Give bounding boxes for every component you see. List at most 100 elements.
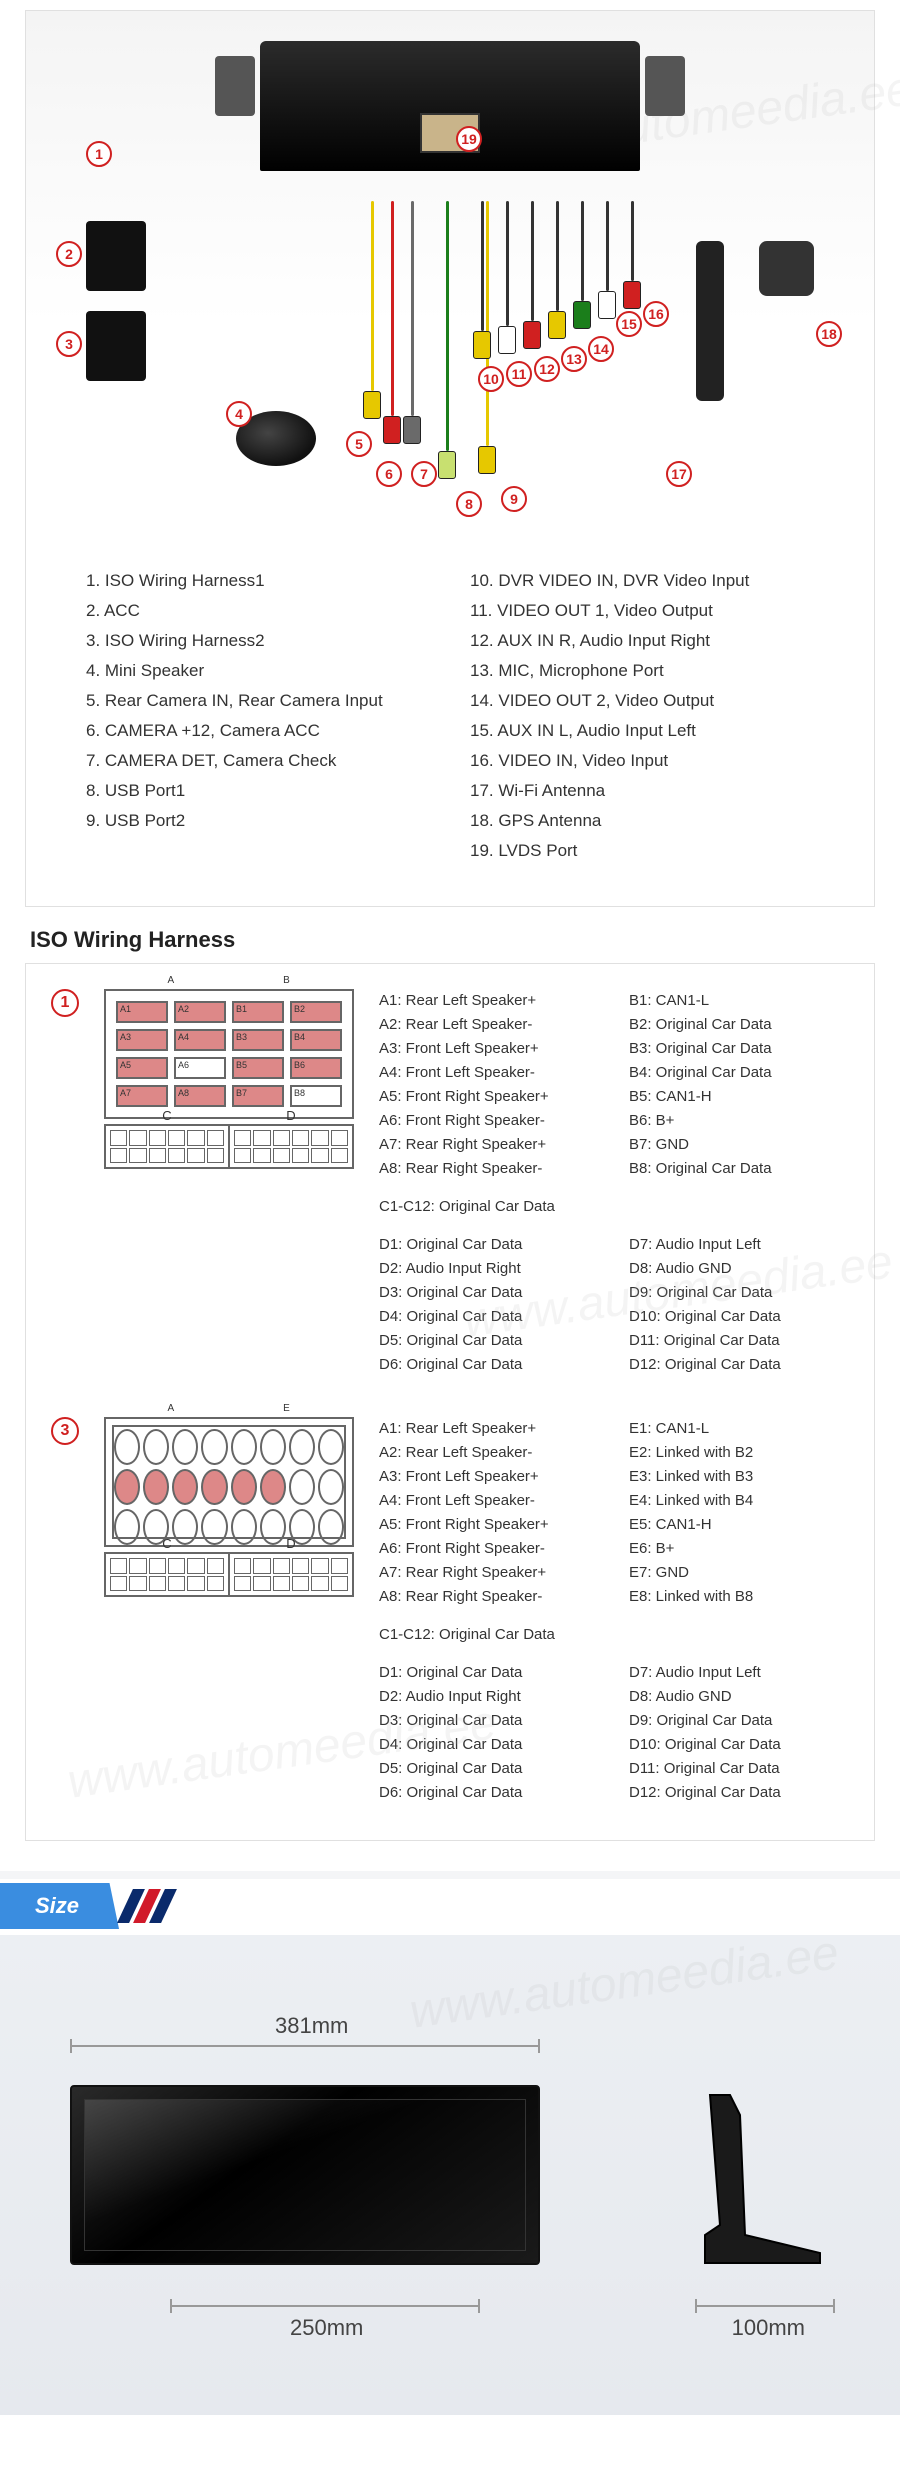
connector-bottom-icon: CD xyxy=(104,1124,354,1169)
wire-icon xyxy=(506,201,509,326)
pinout-badge: 1 xyxy=(51,989,79,1017)
pin-entry: D6: Original Car Data xyxy=(379,1781,599,1805)
pin-entry: D12: Original Car Data xyxy=(629,1353,849,1377)
pin-entry: B3: Original Car Data xyxy=(629,1037,849,1061)
legend-left-col: 1. ISO Wiring Harness12. ACC3. ISO Wirin… xyxy=(86,566,430,866)
legend-item: 18. GPS Antenna xyxy=(470,806,814,836)
legend: 1. ISO Wiring Harness12. ACC3. ISO Wirin… xyxy=(26,531,874,906)
pin-circle xyxy=(143,1469,169,1505)
pin-entry: C1-C12: Original Car Data xyxy=(379,1195,849,1219)
watermark: www.automeedia.ee xyxy=(406,1925,842,2040)
pin-entry: D4: Original Car Data xyxy=(379,1305,599,1329)
callout-badge: 10 xyxy=(478,366,504,392)
size-body: www.automeedia.ee 381mm 250mm 100mm xyxy=(0,1935,900,2415)
callout-badge: 5 xyxy=(346,431,372,457)
wire-icon xyxy=(581,201,584,301)
wire-icon xyxy=(486,201,489,446)
wiring-photo: www.automeedia.ee 1234567891011121314151… xyxy=(26,11,874,531)
rca-plug-icon xyxy=(438,451,456,479)
rca-plug-icon xyxy=(403,416,421,444)
pin-entry: E7: GND xyxy=(629,1561,849,1585)
pin-entry: A8: Rear Right Speaker- xyxy=(379,1157,599,1181)
rca-plug-icon xyxy=(523,321,541,349)
iso-connector-2-icon xyxy=(86,311,146,381)
connector-drawing: AECD xyxy=(104,1417,354,1805)
pin-circle xyxy=(172,1469,198,1505)
legend-item: 3. ISO Wiring Harness2 xyxy=(86,626,430,656)
size-section: Size www.automeedia.ee 381mm 250mm 100mm xyxy=(0,1871,900,2415)
pin-entry: B8: Original Car Data xyxy=(629,1157,849,1181)
pin-entry: D1: Original Car Data xyxy=(379,1233,599,1257)
rca-plug-icon xyxy=(473,331,491,359)
pin-entry: B5: CAN1-H xyxy=(629,1085,849,1109)
pin-cell: A1 xyxy=(116,1001,168,1023)
pin-entry: D11: Original Car Data xyxy=(629,1329,849,1353)
pin-cell: B4 xyxy=(290,1029,342,1051)
legend-item: 7. CAMERA DET, Camera Check xyxy=(86,746,430,776)
wire-icon xyxy=(531,201,534,321)
pin-entry: A7: Rear Right Speaker+ xyxy=(379,1133,599,1157)
pinout-row: 1ABA1A2B1B2A3A4B3B4A5A6B5B6A7A8B7B8CDA1:… xyxy=(51,989,849,1377)
pin-entry: E4: Linked with B4 xyxy=(629,1489,849,1513)
pin-entry: D2: Audio Input Right xyxy=(379,1257,599,1281)
pin-entry: A3: Front Left Speaker+ xyxy=(379,1037,599,1061)
callout-badge: 2 xyxy=(56,241,82,267)
legend-item: 12. AUX IN R, Audio Input Right xyxy=(470,626,814,656)
pin-entry: E8: Linked with B8 xyxy=(629,1585,849,1609)
callout-badge: 12 xyxy=(534,356,560,382)
legend-item: 9. USB Port2 xyxy=(86,806,430,836)
pin-entry: A2: Rear Left Speaker- xyxy=(379,1013,599,1037)
callout-badge: 18 xyxy=(816,321,842,347)
pin-entry: E1: CAN1-L xyxy=(629,1417,849,1441)
pin-entry: C1-C12: Original Car Data xyxy=(379,1623,849,1647)
pin-cell: B2 xyxy=(290,1001,342,1023)
pin-entry: A3: Front Left Speaker+ xyxy=(379,1465,599,1489)
legend-item: 13. MIC, Microphone Port xyxy=(470,656,814,686)
pin-entry: A6: Front Right Speaker- xyxy=(379,1537,599,1561)
callout-badge: 1 xyxy=(86,141,112,167)
legend-item: 5. Rear Camera IN, Rear Camera Input xyxy=(86,686,430,716)
callout-badge: 19 xyxy=(456,126,482,152)
pin-entry: D6: Original Car Data xyxy=(379,1353,599,1377)
legend-right-col: 10. DVR VIDEO IN, DVR Video Input11. VID… xyxy=(470,566,814,866)
pinout-section: www.automeedia.ee www.automeedia.ee 1ABA… xyxy=(25,963,875,1841)
pin-entry: D4: Original Car Data xyxy=(379,1733,599,1757)
pin-entry: B6: B+ xyxy=(629,1109,849,1133)
wifi-antenna-icon xyxy=(696,241,724,401)
callout-badge: 6 xyxy=(376,461,402,487)
pin-entry: E5: CAN1-H xyxy=(629,1513,849,1537)
rca-plug-icon xyxy=(498,326,516,354)
callout-badge: 14 xyxy=(588,336,614,362)
pin-entry: D1: Original Car Data xyxy=(379,1661,599,1685)
pin-cell: B6 xyxy=(290,1057,342,1079)
wire-icon xyxy=(481,201,484,331)
pin-entry: D8: Audio GND xyxy=(629,1257,849,1281)
legend-item: 15. AUX IN L, Audio Input Left xyxy=(470,716,814,746)
callout-badge: 15 xyxy=(616,311,642,337)
pin-entry: E3: Linked with B3 xyxy=(629,1465,849,1489)
legend-item: 16. VIDEO IN, Video Input xyxy=(470,746,814,776)
callout-badge: 8 xyxy=(456,491,482,517)
callout-badge: 4 xyxy=(226,401,252,427)
rca-plug-icon xyxy=(383,416,401,444)
pin-entry: B2: Original Car Data xyxy=(629,1013,849,1037)
pin-cell: A5 xyxy=(116,1057,168,1079)
pin-cell: B5 xyxy=(232,1057,284,1079)
callout-badge: 16 xyxy=(643,301,669,327)
wire-icon xyxy=(446,201,449,451)
dim-bottom-width: 250mm xyxy=(290,2315,363,2341)
rca-plug-icon xyxy=(623,281,641,309)
pin-cell: A4 xyxy=(174,1029,226,1051)
pin-entry: A7: Rear Right Speaker+ xyxy=(379,1561,599,1585)
rca-plug-icon xyxy=(598,291,616,319)
wire-icon xyxy=(411,201,414,416)
pin-entry: D5: Original Car Data xyxy=(379,1757,599,1781)
iso-heading: ISO Wiring Harness xyxy=(30,927,900,953)
screen-side-icon xyxy=(690,2085,830,2265)
pin-entry: E2: Linked with B2 xyxy=(629,1441,849,1465)
wiring-photo-section: www.automeedia.ee 1234567891011121314151… xyxy=(25,10,875,907)
rca-plug-icon xyxy=(548,311,566,339)
size-header: Size xyxy=(0,1879,900,1933)
pin-cell: B8 xyxy=(290,1085,342,1107)
pin-entry: D8: Audio GND xyxy=(629,1685,849,1709)
